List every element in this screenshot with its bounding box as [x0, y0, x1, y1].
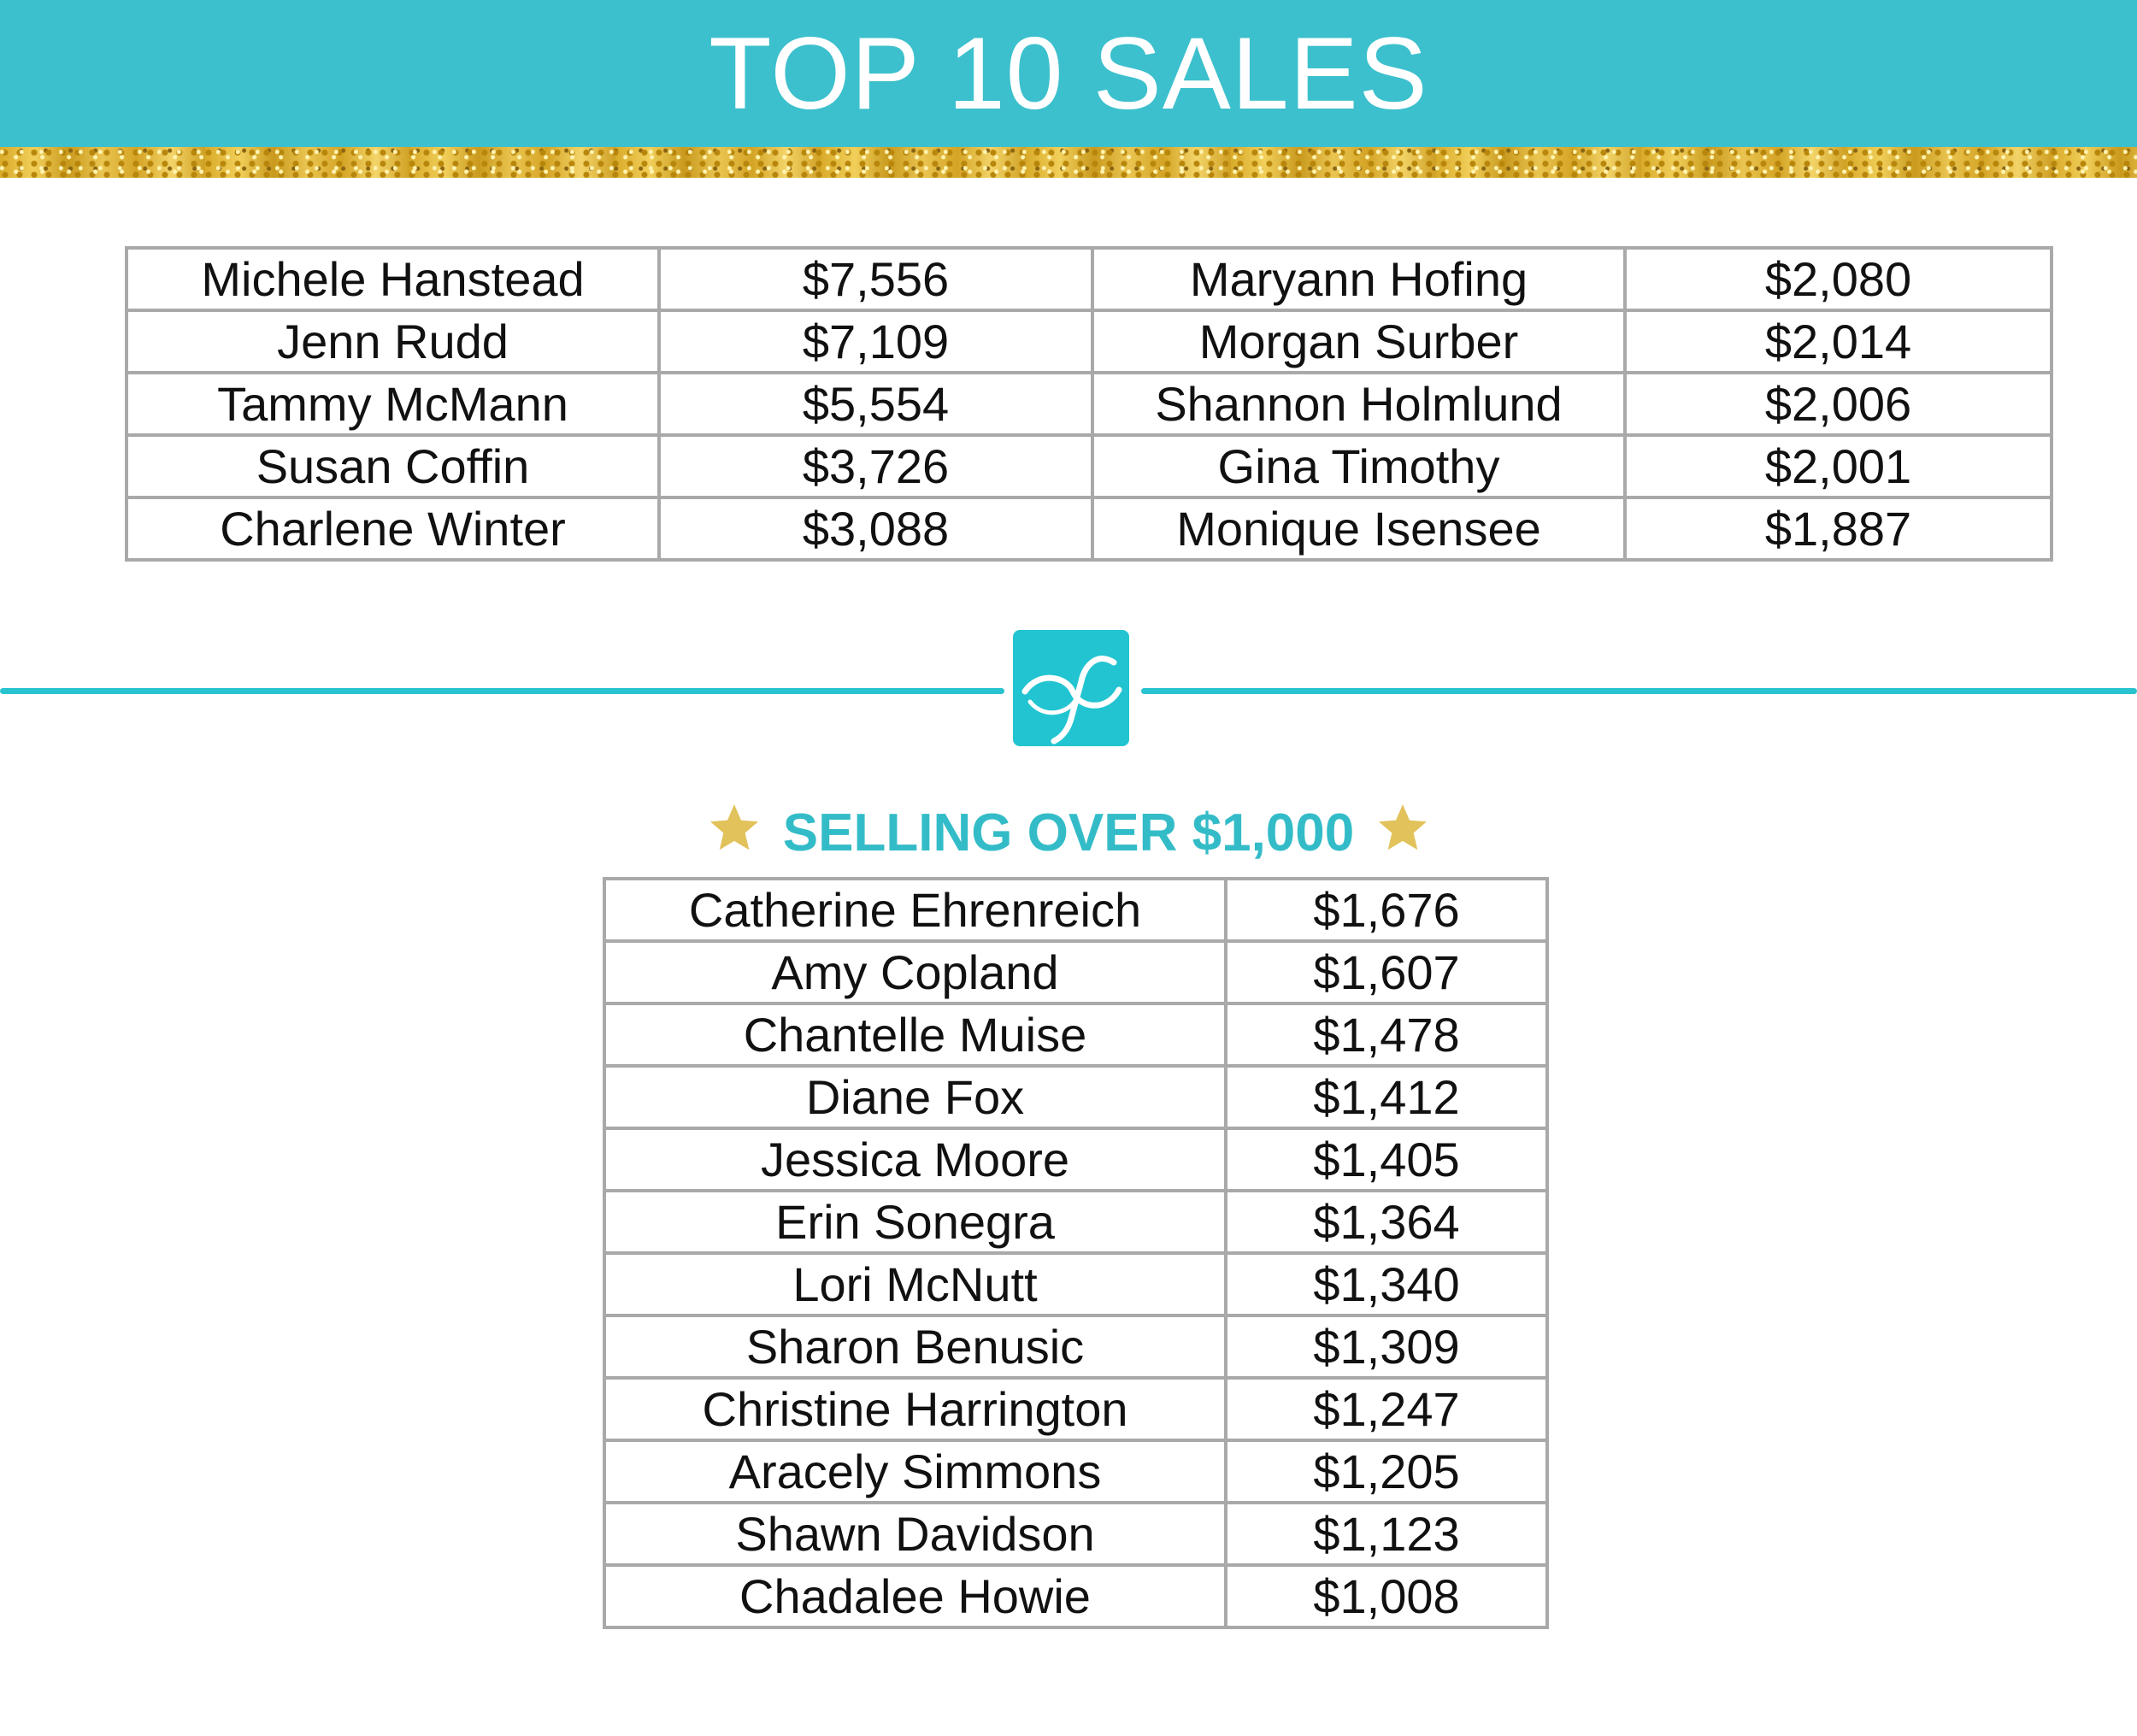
table-row: Charlene Winter $3,088 Monique Isensee $…	[125, 496, 2053, 562]
seller-name: Chantelle Muise	[603, 1002, 1227, 1068]
seller-amount: $7,109	[657, 309, 1094, 374]
page-title: TOP 10 SALES	[709, 16, 1428, 131]
seller-amount: $1,123	[1224, 1501, 1549, 1567]
seller-amount: $3,726	[657, 433, 1094, 499]
table-row: Chadalee Howie $1,008	[603, 1563, 1549, 1629]
seller-amount: $1,405	[1224, 1127, 1549, 1192]
seller-name: Monique Isensee	[1091, 496, 1627, 562]
brand-logo-icon	[1013, 630, 1129, 746]
top-sales-table: Michele Hanstead $7,556 Maryann Hofing $…	[125, 246, 2053, 562]
seller-name: Shannon Holmlund	[1091, 371, 1627, 437]
seller-name: Christine Harrington	[603, 1376, 1227, 1442]
seller-name: Diane Fox	[603, 1064, 1227, 1130]
seller-name: Michele Hanstead	[125, 246, 661, 312]
seller-amount: $2,080	[1623, 246, 2053, 312]
seller-name: Jenn Rudd	[125, 309, 661, 374]
seller-name: Gina Timothy	[1091, 433, 1627, 499]
table-row: Lori McNutt $1,340	[603, 1251, 1549, 1317]
seller-amount: $1,247	[1224, 1376, 1549, 1442]
header-banner	[0, 0, 2137, 147]
gold-glitter-strip	[0, 147, 2137, 178]
seller-amount: $1,478	[1224, 1002, 1549, 1068]
table-row: Christine Harrington $1,247	[603, 1376, 1549, 1442]
section-divider-left	[0, 688, 1004, 694]
seller-amount: $2,001	[1623, 433, 2053, 499]
seller-name: Erin Sonegra	[603, 1189, 1227, 1255]
table-row: Catherine Ehrenreich $1,676	[603, 877, 1549, 943]
seller-name: Sharon Benusic	[603, 1314, 1227, 1380]
seller-name: Shawn Davidson	[603, 1501, 1227, 1567]
seller-amount: $1,364	[1224, 1189, 1549, 1255]
table-row: Jenn Rudd $7,109 Morgan Surber $2,014	[125, 309, 2053, 374]
section-title: SELLING OVER $1,000	[782, 803, 1355, 862]
seller-name: Aracely Simmons	[603, 1439, 1227, 1504]
seller-amount: $1,412	[1224, 1064, 1549, 1130]
table-row: Susan Coffin $3,726 Gina Timothy $2,001	[125, 433, 2053, 499]
star-icon	[1379, 803, 1428, 850]
table-row: Tammy McMann $5,554 Shannon Holmlund $2,…	[125, 371, 2053, 437]
seller-amount: $1,205	[1224, 1439, 1549, 1504]
table-row: Shawn Davidson $1,123	[603, 1501, 1549, 1567]
table-row: Amy Copland $1,607	[603, 939, 1549, 1005]
seller-amount: $5,554	[657, 371, 1094, 437]
table-row: Diane Fox $1,412	[603, 1064, 1549, 1130]
seller-name: Maryann Hofing	[1091, 246, 1627, 312]
seller-amount: $2,014	[1623, 309, 2053, 374]
seller-amount: $1,340	[1224, 1251, 1549, 1317]
seller-amount: $1,008	[1224, 1563, 1549, 1629]
seller-name: Chadalee Howie	[603, 1563, 1227, 1629]
table-row: Aracely Simmons $1,205	[603, 1439, 1549, 1504]
seller-amount: $1,887	[1623, 496, 2053, 562]
seller-name: Charlene Winter	[125, 496, 661, 562]
seller-name: Lori McNutt	[603, 1251, 1227, 1317]
seller-name: Morgan Surber	[1091, 309, 1627, 374]
seller-amount: $1,676	[1224, 877, 1549, 943]
section-divider-right	[1141, 688, 2137, 694]
seller-amount: $1,607	[1224, 939, 1549, 1005]
table-row: Sharon Benusic $1,309	[603, 1314, 1549, 1380]
over-1000-table: Catherine Ehrenreich $1,676 Amy Copland …	[603, 877, 1549, 1629]
seller-name: Susan Coffin	[125, 433, 661, 499]
table-row: Michele Hanstead $7,556 Maryann Hofing $…	[125, 246, 2053, 312]
table-row: Erin Sonegra $1,364	[603, 1189, 1549, 1255]
over-1000-heading: SELLING OVER $1,000	[0, 799, 2137, 868]
seller-amount: $2,006	[1623, 371, 2053, 437]
table-row: Jessica Moore $1,405	[603, 1127, 1549, 1192]
seller-name: Catherine Ehrenreich	[603, 877, 1227, 943]
seller-name: Jessica Moore	[603, 1127, 1227, 1192]
seller-amount: $1,309	[1224, 1314, 1549, 1380]
table-row: Chantelle Muise $1,478	[603, 1002, 1549, 1068]
star-icon	[709, 803, 758, 850]
seller-name: Amy Copland	[603, 939, 1227, 1005]
seller-amount: $7,556	[657, 246, 1094, 312]
seller-name: Tammy McMann	[125, 371, 661, 437]
seller-amount: $3,088	[657, 496, 1094, 562]
